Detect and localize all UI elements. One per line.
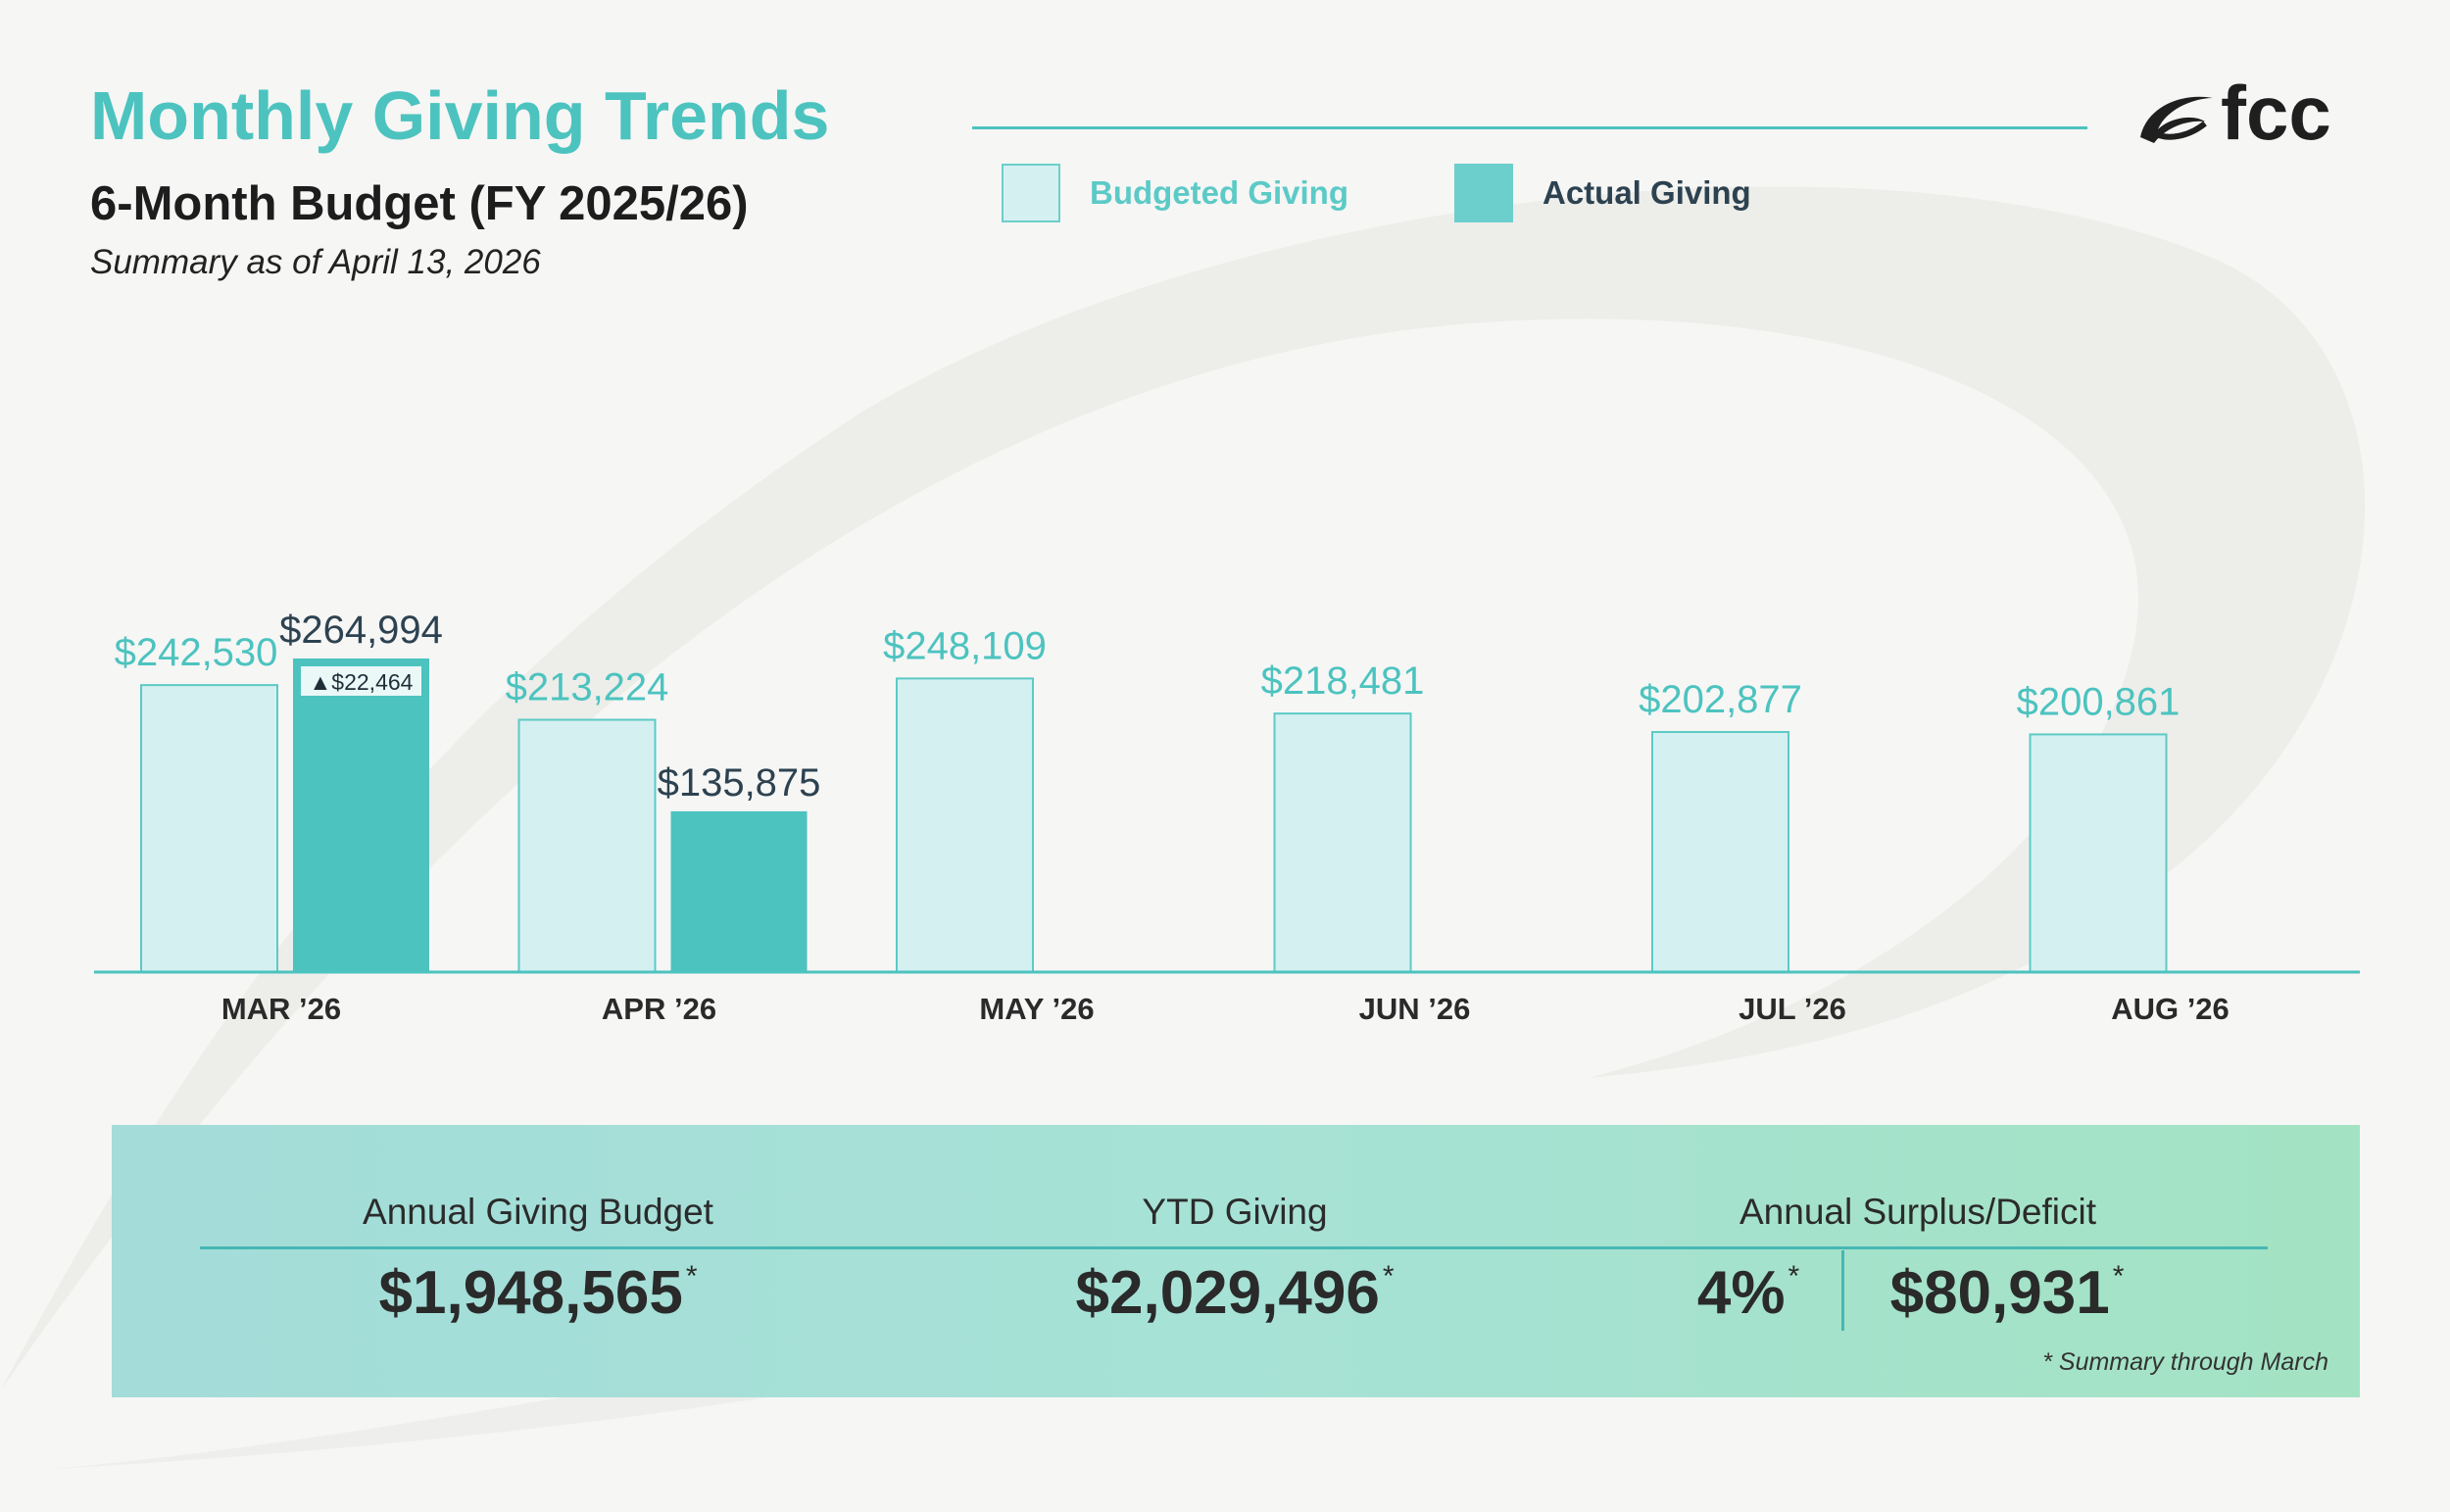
data-label-budgeted-aug: $200,861: [2017, 680, 2180, 723]
summary-footnote: * Summary through March: [2042, 1348, 2328, 1376]
x-tick-label-jun: JUN ’26: [1359, 992, 1471, 1026]
x-tick-label-jul: JUL ’26: [1739, 992, 1846, 1026]
x-tick-label-apr: APR ’26: [602, 992, 716, 1026]
data-label-budgeted-may: $248,109: [883, 624, 1047, 667]
surplus-divider: [1841, 1250, 1844, 1331]
annual-budget-label: Annual Giving Budget: [363, 1192, 713, 1232]
giving-bar-chart: $264,994$242,530 MAR ’26 $135,875 $213,224 A…: [94, 609, 2360, 1026]
bar-budgeted-4: [1651, 731, 1789, 974]
legend-swatch-actual: [1454, 164, 1513, 222]
data-label-actual-mar: $264,994: [279, 609, 443, 652]
data-label-budgeted-mar: $242,530: [115, 631, 278, 674]
surplus-label: Annual Surplus/Deficit: [1739, 1192, 2097, 1232]
logo-text: fcc: [2221, 70, 2331, 156]
data-label-budgeted-jul: $202,877: [1639, 678, 1802, 721]
ytd-giving-value: $2,029,496 *: [1075, 1259, 1395, 1327]
legend-item-budgeted: Budgeted Giving: [1002, 164, 1348, 222]
header-divider: [972, 126, 2087, 129]
legend-label-actual: Actual Giving: [1543, 174, 1751, 211]
surplus-percent-value: 4% *: [1696, 1259, 1800, 1327]
legend-item-actual: Actual Giving: [1454, 164, 1751, 222]
chart-title: Monthly Giving Trends: [90, 77, 830, 154]
annual-budget-value: $1,948,565 *: [378, 1259, 698, 1327]
data-label-budgeted-apr: $213,224: [506, 666, 669, 709]
bar-actual-0: [293, 658, 429, 972]
data-label-actual-apr: $135,875: [658, 761, 821, 805]
legend-swatch-budgeted: [1002, 164, 1060, 222]
variance-badge: [301, 666, 421, 696]
x-tick-label-mar: MAR ’26: [221, 992, 341, 1026]
ytd-giving-label: YTD Giving: [1142, 1192, 1328, 1232]
summary-panel: Annual Giving Budget $1,948,565 * YTD Giv…: [112, 1125, 2360, 1397]
x-tick-label-may: MAY ’26: [979, 992, 1094, 1026]
bar-budgeted-0: [140, 684, 278, 973]
bar-budgeted-1: [517, 718, 657, 973]
swoosh-logo-icon: [2140, 96, 2213, 143]
bar-budgeted-5: [2029, 733, 2168, 973]
summary-divider: [200, 1246, 2268, 1249]
summary-date: Summary as of April 13, 2026: [90, 243, 541, 281]
bar-budgeted-3: [1273, 712, 1412, 973]
chart-subtitle: 6-Month Budget (FY 2025/26): [90, 177, 749, 230]
variance-label: ▲$22,464: [310, 669, 414, 695]
fcc-logo: fcc: [2140, 70, 2331, 156]
x-tick-label-aug: AUG ’26: [2111, 992, 2230, 1026]
bar-actual-1: [670, 810, 808, 972]
bar-budgeted-2: [896, 677, 1034, 973]
legend-label-budgeted: Budgeted Giving: [1090, 174, 1348, 211]
surplus-amount-value: $80,931 *: [1889, 1259, 2125, 1327]
data-label-budgeted-jun: $218,481: [1261, 659, 1425, 703]
